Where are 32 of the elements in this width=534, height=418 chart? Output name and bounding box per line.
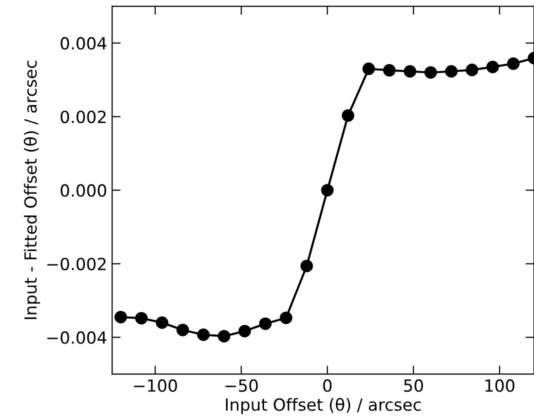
point [383,64,396,77]
point [135,312,148,324]
point [259,317,272,330]
point [404,65,416,78]
y-tick-label: 0.002 [60,110,106,124]
point [362,62,375,76]
x-tick-label: 100 [485,379,514,392]
point [321,184,334,196]
y-tick-label: 0.000 [60,184,106,197]
y-axis-title: Input - Fitted Offset (θ) / arcsec [24,60,40,320]
point [197,328,210,341]
y-tick-label: −0.004 [47,331,106,344]
point [280,312,292,324]
point [445,65,458,78]
point [342,109,354,122]
y-tick-label: 0.004 [60,37,106,50]
point [156,316,168,329]
point [424,66,437,79]
point [466,64,478,76]
point [238,324,251,338]
point [486,60,499,74]
point [176,324,189,336]
x-tick-label: −100 [134,379,177,392]
point [507,57,520,70]
point [218,330,230,342]
point [114,310,127,324]
x-tick-label: 50 [404,379,423,392]
y-tick-label: −0.002 [47,258,106,270]
x-tick-label: −50 [225,379,258,392]
x-axis-title: Input Offset (θ) / arcsec [226,398,421,414]
x-tick-label: 0 [323,379,332,392]
point [300,260,313,272]
